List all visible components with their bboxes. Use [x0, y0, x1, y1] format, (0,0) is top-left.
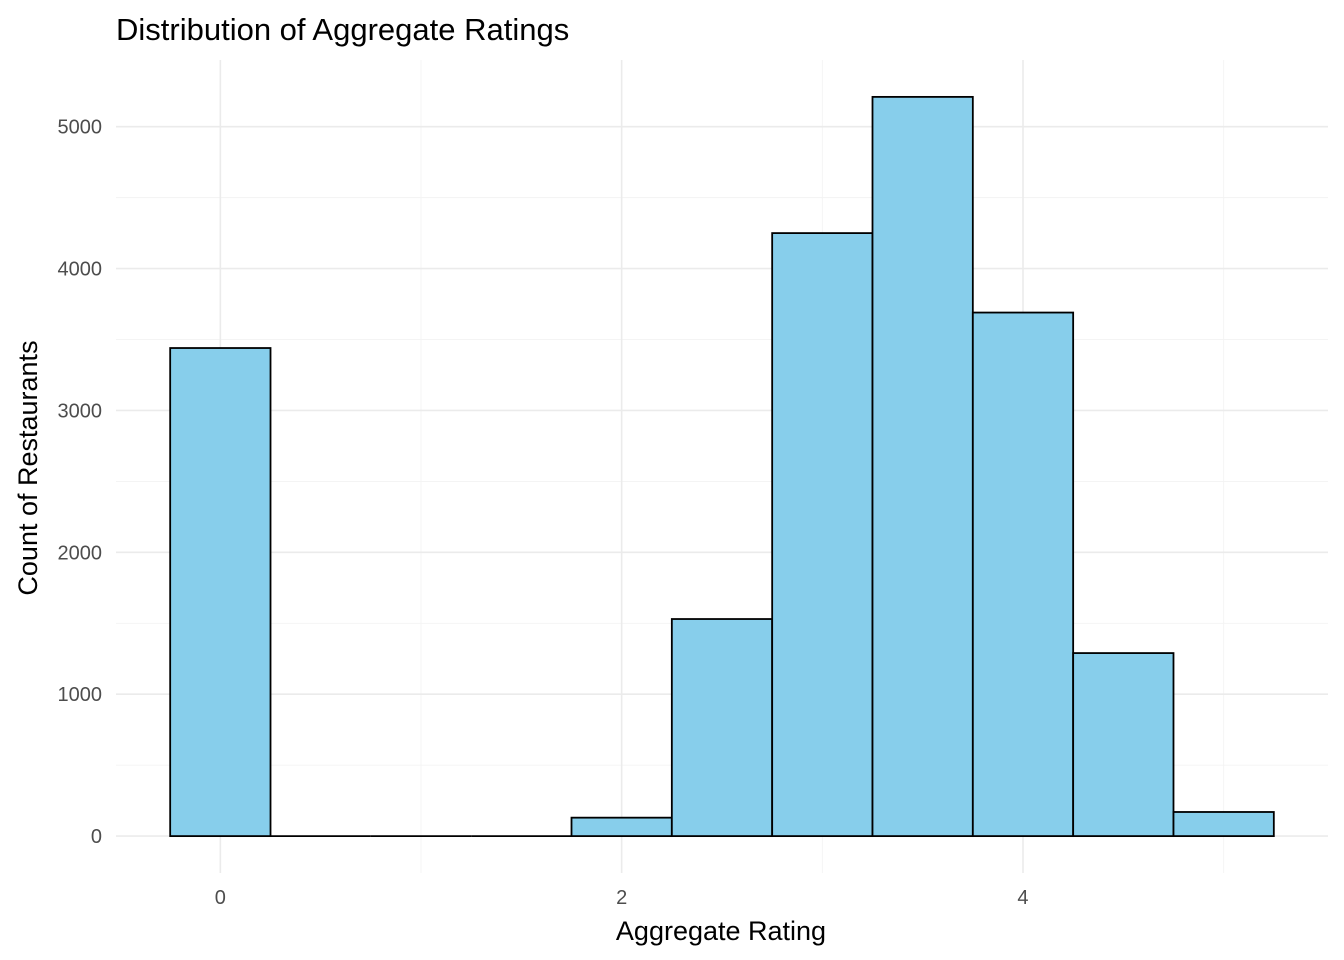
y-tick-label: 4000 [58, 259, 103, 281]
x-tick-label: 4 [1017, 887, 1028, 909]
x-tick-label: 2 [616, 887, 627, 909]
y-tick-label: 1000 [58, 684, 103, 706]
y-tick-label: 0 [91, 826, 102, 848]
histogram-bar [1072, 652, 1175, 838]
bars [169, 95, 1275, 838]
histogram-bar [971, 311, 1075, 838]
y-axis-title: Count of Restaurants [13, 340, 43, 595]
histogram-bar [169, 347, 272, 838]
x-axis-title: Aggregate Rating [616, 916, 826, 946]
x-axis-ticks: 0 2 4 [215, 887, 1029, 909]
y-tick-label: 3000 [58, 400, 103, 422]
histogram-bar [570, 816, 673, 838]
x-tick-label: 0 [215, 887, 226, 909]
chart-title: Distribution of Aggregate Ratings [116, 12, 569, 47]
y-tick-label: 5000 [58, 117, 103, 139]
y-axis-ticks: 0 1000 2000 3000 4000 5000 [58, 117, 103, 848]
histogram-bar [1172, 811, 1275, 838]
histogram-bar [771, 232, 874, 838]
histogram-bar [670, 618, 774, 838]
y-tick-label: 2000 [58, 542, 103, 564]
histogram-bar [871, 95, 974, 838]
